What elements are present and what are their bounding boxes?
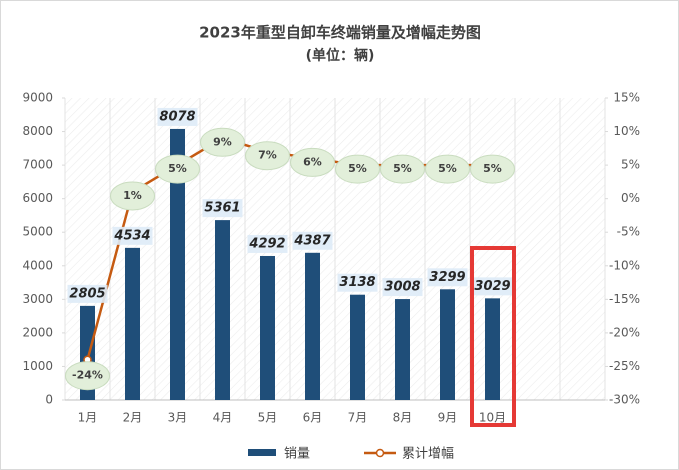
bar-data-label: 2805	[69, 286, 105, 301]
x-tick-label: 10月	[479, 411, 506, 425]
y-tick-label: 7000	[22, 158, 53, 172]
line-data-label: 5%	[393, 162, 412, 175]
line-data-label: 9%	[213, 135, 232, 148]
data-label-box	[337, 273, 378, 292]
y2-tick-label: -25%	[609, 359, 640, 373]
line	[86, 136, 493, 361]
x-tick-label: 8月	[393, 411, 413, 425]
bar	[305, 252, 320, 400]
legend-swatch	[248, 449, 276, 456]
y-tick-label: 0	[45, 393, 53, 407]
bar	[125, 247, 140, 400]
data-label-box	[382, 278, 423, 297]
data-label-bubble	[380, 154, 425, 184]
highlight-box	[470, 246, 516, 427]
line-data-label: 7%	[258, 149, 277, 162]
x-tick-label: 1月	[78, 411, 98, 425]
data-label-box	[292, 231, 333, 250]
line-data-label: 6%	[303, 155, 322, 168]
y-tick-label: 5000	[22, 225, 53, 239]
line-data-label: 1%	[123, 189, 142, 202]
data-label-bubble	[155, 154, 200, 184]
y2-tick-label: 5%	[621, 158, 640, 172]
x-tick-label: 2月	[123, 411, 143, 425]
data-label-bubble	[425, 154, 470, 184]
bar-data-label: 3299	[429, 270, 465, 285]
bar	[395, 299, 410, 400]
data-label-bubble	[200, 127, 245, 157]
data-label-bubble	[65, 361, 110, 391]
line-data-label: 5%	[348, 162, 367, 175]
x-tick-label: 4月	[213, 411, 233, 425]
bar-data-label: 8078	[159, 109, 195, 124]
line-data-label: 5%	[483, 162, 502, 175]
x-tick-label: 3月	[168, 411, 188, 425]
data-label-box	[427, 268, 468, 287]
y-tick-label: 4000	[22, 258, 53, 272]
y2-tick-label: 10%	[613, 124, 640, 138]
legend-label: 累计增幅	[402, 447, 454, 462]
y2-tick-label: -10%	[609, 258, 640, 272]
y2-tick-label: -5%	[617, 225, 640, 239]
x-tick-label: 6月	[303, 411, 323, 425]
data-label-box	[247, 234, 288, 253]
bar-data-label: 4387	[293, 233, 331, 248]
y-tick-label: 3000	[22, 292, 53, 306]
data-label-box	[67, 284, 108, 303]
bar-data-label: 5361	[204, 201, 240, 216]
data-label-bubble	[335, 154, 380, 184]
bar-data-label: 4534	[113, 228, 150, 243]
bar	[485, 298, 500, 400]
bar	[215, 220, 230, 400]
chart-subtitle: (单位：辆)	[306, 47, 375, 64]
bar	[260, 255, 275, 400]
bar-data-label: 3008	[384, 280, 420, 295]
bar-data-label: 3029	[474, 279, 510, 294]
data-label-bubble	[470, 154, 515, 184]
chart-title: 2023年重型自卸车终端销量及增幅走势图	[199, 24, 481, 42]
y-tick-label: 2000	[22, 325, 53, 339]
x-tick-label: 9月	[438, 411, 458, 425]
y-tick-label: 6000	[22, 191, 53, 205]
legend-label: 销量	[284, 447, 310, 462]
y2-tick-label: 0%	[621, 191, 640, 205]
data-label-box	[157, 107, 198, 126]
data-label-box	[112, 226, 153, 245]
legend-swatch-marker	[375, 448, 385, 458]
y2-tick-label: -20%	[609, 325, 640, 339]
data-label-bubble	[245, 141, 290, 171]
bar	[440, 289, 455, 400]
bar-data-label: 4292	[248, 236, 285, 251]
data-label-box	[202, 199, 243, 218]
data-label-bubble	[110, 181, 155, 211]
y2-tick-label: -15%	[609, 292, 640, 306]
x-tick-label: 5月	[258, 411, 278, 425]
data-label-box	[472, 277, 513, 296]
y2-tick-label: 15%	[613, 91, 640, 105]
line-data-label: 5%	[168, 162, 187, 175]
y-tick-label: 1000	[22, 359, 53, 373]
bar-data-label: 3138	[339, 275, 375, 290]
y-tick-label: 8000	[22, 124, 53, 138]
data-label-bubble	[290, 147, 335, 177]
bar	[170, 128, 185, 400]
line-data-label: -24%	[72, 369, 103, 382]
y-tick-label: 9000	[22, 91, 53, 105]
x-tick-label: 7月	[348, 411, 368, 425]
line-data-label: 5%	[438, 162, 457, 175]
y2-tick-label: -30%	[609, 393, 640, 407]
bar	[350, 294, 365, 400]
